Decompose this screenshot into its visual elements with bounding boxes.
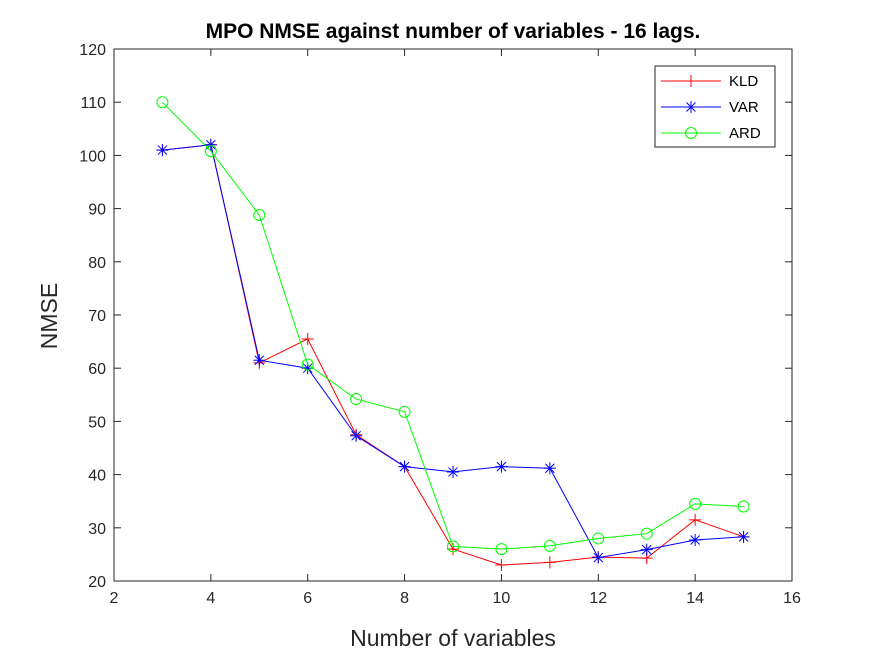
data-point-var <box>495 460 508 473</box>
y-tick-label: 70 <box>88 308 106 325</box>
y-tick-label: 50 <box>88 414 106 431</box>
data-point-ard <box>156 96 169 109</box>
data-point-kld <box>301 332 314 345</box>
data-point-var <box>398 460 411 473</box>
legend: KLD VAR ARD <box>654 65 776 148</box>
legend-label-var: VAR <box>729 99 759 116</box>
y-tick-label: 110 <box>80 95 106 112</box>
legend-marker-var <box>685 101 697 113</box>
data-point-var <box>447 465 459 478</box>
legend-marker-ard <box>685 127 697 139</box>
data-point-ard <box>301 358 314 371</box>
x-tick-label: 16 <box>783 590 801 607</box>
x-tick-label: 8 <box>400 590 409 607</box>
legend-label-ard: ARD <box>729 125 761 142</box>
y-axis-label: NMSE <box>36 283 62 349</box>
data-point-var <box>204 138 217 151</box>
y-tick-label: 80 <box>88 255 106 272</box>
legend-marker-kld <box>685 75 697 87</box>
data-point-kld <box>543 556 556 569</box>
y-tick-label: 90 <box>88 202 106 219</box>
data-point-kld <box>689 513 702 526</box>
y-tick-label: 100 <box>79 148 106 165</box>
x-tick-label: 2 <box>110 590 119 607</box>
data-point-var <box>301 362 314 375</box>
y-tick-label: 40 <box>88 468 106 485</box>
x-tick-label: 6 <box>303 590 312 607</box>
data-point-ard <box>253 208 266 221</box>
data-point-ard <box>204 145 217 158</box>
data-point-var <box>737 530 750 543</box>
x-tick-label: 14 <box>686 590 704 607</box>
data-point-ard <box>350 393 363 406</box>
data-point-ard <box>737 500 750 513</box>
series-line-ard <box>162 101 744 550</box>
data-point-var <box>640 543 653 556</box>
data-point-ard <box>689 497 702 510</box>
y-tick-label: 30 <box>88 521 106 538</box>
data-point-var <box>350 429 363 442</box>
data-point-ard <box>640 527 653 540</box>
data-point-kld <box>495 559 508 572</box>
chart-title: MPO NMSE against number of variables - 1… <box>206 20 701 43</box>
data-point-ard <box>398 405 411 418</box>
data-point-var <box>253 354 266 367</box>
data-point-ard <box>447 540 459 553</box>
x-tick-label: 12 <box>589 590 607 607</box>
x-axis-label: Number of variables <box>350 625 556 651</box>
data-point-var <box>592 551 605 564</box>
data-point-ard <box>495 543 508 556</box>
x-tick-label: 10 <box>493 590 511 607</box>
data-point-var <box>156 144 169 157</box>
y-tick-label: 120 <box>79 42 106 59</box>
data-point-var <box>543 462 556 475</box>
y-tick-label: 20 <box>88 574 106 591</box>
data-point-ard <box>543 539 556 552</box>
x-tick-label: 4 <box>206 590 215 607</box>
legend-label-kld: KLD <box>729 73 758 90</box>
y-tick-label: 60 <box>88 361 106 378</box>
data-point-ard <box>592 532 605 545</box>
data-point-var <box>689 534 702 547</box>
